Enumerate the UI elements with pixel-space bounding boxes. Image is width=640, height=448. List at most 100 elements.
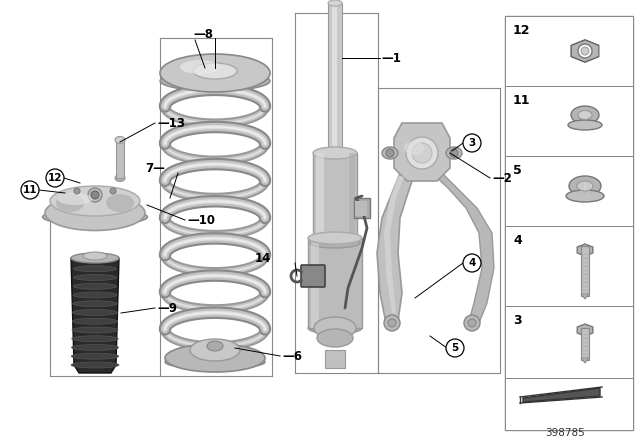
Ellipse shape xyxy=(165,355,265,369)
Bar xyxy=(116,140,124,178)
Bar xyxy=(505,378,633,430)
Text: 14: 14 xyxy=(255,251,271,264)
Bar xyxy=(304,268,322,284)
Polygon shape xyxy=(434,173,494,328)
Text: —8: —8 xyxy=(193,27,213,40)
Circle shape xyxy=(464,315,480,331)
Circle shape xyxy=(110,188,116,194)
Text: 12: 12 xyxy=(48,173,62,183)
Circle shape xyxy=(384,315,400,331)
Text: —2: —2 xyxy=(492,172,512,185)
Circle shape xyxy=(412,143,432,163)
Text: —13: —13 xyxy=(157,116,185,129)
Ellipse shape xyxy=(106,194,134,212)
Bar xyxy=(349,153,355,243)
Polygon shape xyxy=(394,123,450,181)
Ellipse shape xyxy=(45,195,145,231)
Ellipse shape xyxy=(577,181,593,191)
Ellipse shape xyxy=(72,318,118,324)
Polygon shape xyxy=(571,40,599,62)
Ellipse shape xyxy=(578,111,592,120)
Ellipse shape xyxy=(310,238,360,248)
Bar xyxy=(325,350,345,368)
Ellipse shape xyxy=(56,194,84,212)
Circle shape xyxy=(581,47,589,55)
Text: 11: 11 xyxy=(513,94,531,107)
Ellipse shape xyxy=(193,63,237,79)
Circle shape xyxy=(450,149,458,157)
Text: —9: —9 xyxy=(157,302,177,314)
Bar xyxy=(332,3,337,153)
Circle shape xyxy=(463,254,481,272)
Ellipse shape xyxy=(72,345,118,350)
Ellipse shape xyxy=(207,341,223,351)
Text: 398785: 398785 xyxy=(545,428,585,438)
Circle shape xyxy=(468,319,476,327)
FancyBboxPatch shape xyxy=(301,265,325,287)
Text: 3: 3 xyxy=(468,138,476,148)
Ellipse shape xyxy=(72,336,118,342)
Circle shape xyxy=(446,339,464,357)
Polygon shape xyxy=(523,388,600,402)
Circle shape xyxy=(388,319,396,327)
Text: —6: —6 xyxy=(282,349,302,362)
Ellipse shape xyxy=(180,60,220,74)
Text: 11: 11 xyxy=(23,185,37,195)
Ellipse shape xyxy=(317,329,353,347)
Bar xyxy=(505,156,633,226)
Bar xyxy=(308,238,362,328)
Ellipse shape xyxy=(313,147,357,159)
Polygon shape xyxy=(577,244,593,256)
Ellipse shape xyxy=(566,190,604,202)
Bar xyxy=(316,153,324,243)
Bar xyxy=(328,3,342,153)
Ellipse shape xyxy=(446,147,462,159)
Circle shape xyxy=(463,134,481,152)
Text: 3: 3 xyxy=(513,314,522,327)
Ellipse shape xyxy=(569,176,601,196)
Ellipse shape xyxy=(382,147,398,159)
Ellipse shape xyxy=(83,252,107,260)
Bar xyxy=(505,306,633,378)
Text: 12: 12 xyxy=(513,24,531,37)
Ellipse shape xyxy=(71,253,119,263)
Text: 5: 5 xyxy=(451,343,459,353)
Bar xyxy=(581,246,589,296)
Text: —10: —10 xyxy=(187,214,215,227)
Ellipse shape xyxy=(72,310,118,315)
Ellipse shape xyxy=(58,193,93,205)
Ellipse shape xyxy=(72,327,118,333)
Ellipse shape xyxy=(71,353,119,359)
Bar xyxy=(354,198,370,218)
Polygon shape xyxy=(581,358,589,363)
Text: 4: 4 xyxy=(513,234,522,247)
Circle shape xyxy=(91,191,99,199)
Ellipse shape xyxy=(571,106,599,124)
Polygon shape xyxy=(377,173,414,328)
Ellipse shape xyxy=(568,120,602,130)
Bar xyxy=(313,153,357,243)
Ellipse shape xyxy=(73,292,117,298)
Ellipse shape xyxy=(308,232,362,244)
Bar xyxy=(355,201,367,216)
Ellipse shape xyxy=(73,301,117,307)
Circle shape xyxy=(406,137,438,169)
Text: 4: 4 xyxy=(468,258,476,268)
Circle shape xyxy=(21,181,39,199)
Text: —1: —1 xyxy=(381,52,401,65)
Ellipse shape xyxy=(42,209,147,225)
Ellipse shape xyxy=(74,275,116,280)
Ellipse shape xyxy=(404,141,424,155)
Circle shape xyxy=(74,188,80,194)
Ellipse shape xyxy=(160,71,270,91)
Bar xyxy=(505,16,633,430)
Bar xyxy=(505,86,633,156)
Ellipse shape xyxy=(328,0,342,6)
Bar xyxy=(505,16,633,86)
Text: 5: 5 xyxy=(513,164,522,177)
Ellipse shape xyxy=(190,339,240,361)
Circle shape xyxy=(88,188,102,202)
Circle shape xyxy=(386,149,394,157)
Ellipse shape xyxy=(74,266,116,272)
Ellipse shape xyxy=(308,322,362,334)
